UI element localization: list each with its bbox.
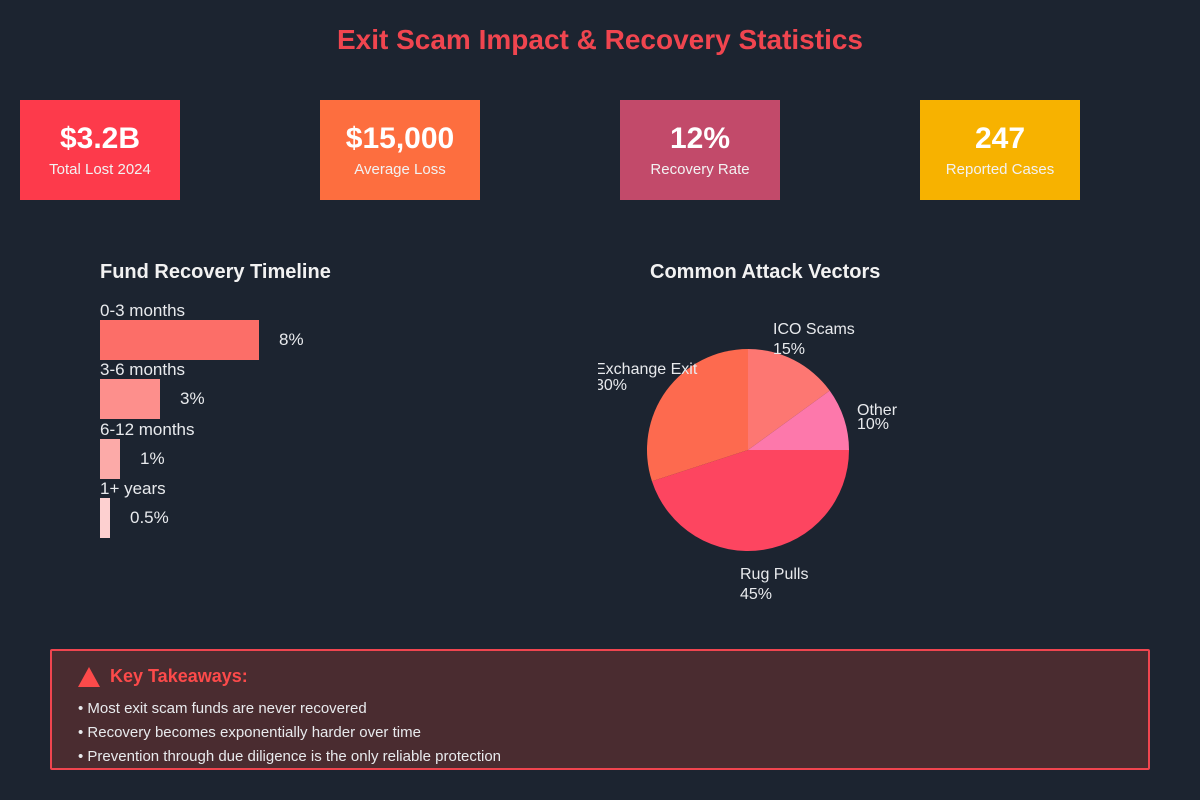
svg-text:Rug Pulls: Rug Pulls	[740, 566, 808, 583]
svg-text:15%: 15%	[773, 341, 805, 358]
svg-text:ICO Scams: ICO Scams	[773, 321, 855, 338]
svg-text:45%: 45%	[740, 586, 772, 600]
svg-text:30%: 30%	[598, 377, 627, 394]
svg-text:10%: 10%	[857, 416, 889, 433]
svg-text:Exchange Exit: Exchange Exit	[598, 361, 698, 378]
